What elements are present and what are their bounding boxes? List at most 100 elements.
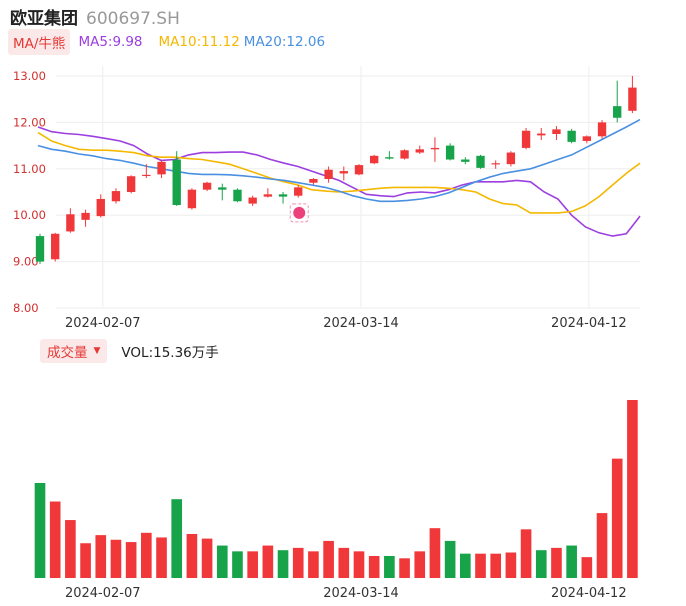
candle-body: [552, 129, 561, 134]
volume-bar: [277, 550, 289, 578]
volume-bar: [414, 551, 426, 578]
volume-bar: [535, 550, 547, 578]
candle-body: [537, 133, 546, 136]
volume-bar: [429, 528, 441, 578]
candle-body: [263, 194, 273, 197]
volume-bar: [110, 539, 122, 578]
candle-body: [613, 106, 622, 118]
volume-bar: [186, 533, 198, 578]
ma5-legend: MA5:9.98: [78, 34, 143, 50]
ma20-legend: MA20:12.06: [243, 34, 326, 50]
y-tick-label: 10.00: [13, 208, 46, 222]
candle-body: [248, 197, 257, 204]
candle-body: [567, 130, 576, 142]
volume-bar: [323, 540, 334, 578]
volume-bar: [292, 547, 304, 578]
ma-line-ma10: [37, 131, 641, 214]
candle-body: [187, 189, 197, 209]
candle-body: [339, 171, 348, 174]
candle-body: [309, 179, 318, 183]
candle-body: [157, 161, 166, 175]
volume-bar: [216, 545, 228, 578]
candle-body: [81, 212, 90, 220]
ma-type-selector[interactable]: MA/牛熊: [8, 29, 71, 55]
volume-bar: [627, 400, 638, 578]
volume-bar: [125, 542, 137, 578]
candle-body: [628, 87, 637, 111]
stock-code: 600697.SH: [86, 9, 180, 29]
candle-body: [521, 130, 531, 148]
candle-body: [385, 157, 394, 159]
ma-line-ma20: [37, 118, 641, 203]
candle-body: [142, 174, 151, 177]
candle-body: [491, 163, 500, 165]
candle-body: [202, 182, 212, 190]
volume-bar: [65, 520, 76, 578]
candle-body: [111, 191, 121, 202]
y-tick-label: 13.00: [13, 69, 46, 83]
volume-bar: [611, 458, 623, 578]
volume-bar: [262, 545, 274, 578]
volume-bar: [368, 555, 380, 578]
candle-body: [51, 233, 60, 260]
volume-x-tick-label: 2024-02-07: [65, 586, 141, 601]
volume-bar: [308, 551, 319, 578]
x-tick-label: 2024-03-14: [323, 316, 399, 331]
stock-name: 欧亚集团: [10, 9, 78, 29]
marker-frame: [289, 203, 309, 223]
volume-type-selector[interactable]: 成交量 ▼: [40, 339, 108, 363]
candle-body: [126, 176, 136, 192]
candle-body: [597, 122, 607, 137]
volume-bar: [49, 501, 61, 578]
y-tick-label: 9.00: [13, 255, 39, 269]
volume-bar: [384, 555, 395, 578]
volume-bar: [475, 553, 486, 578]
volume-bar: [141, 532, 152, 578]
stock-title: 欧亚集团 600697.SH: [10, 4, 180, 29]
candle-body: [506, 152, 516, 165]
candle-body: [218, 187, 227, 190]
candle-body: [324, 169, 333, 180]
volume-bar: [490, 553, 502, 578]
volume-bar: [95, 535, 107, 578]
candle-body: [172, 159, 181, 205]
volume-type-label: 成交量: [47, 345, 88, 361]
volume-bar: [338, 547, 350, 578]
candle-body: [582, 136, 592, 141]
volume-bar: [247, 551, 258, 578]
x-tick-label: 2024-04-12: [551, 316, 627, 331]
volume-bar: [551, 547, 562, 578]
volume-bar: [596, 513, 608, 578]
candle-body: [354, 165, 364, 175]
volume-bar: [520, 529, 532, 578]
ma-legend: MA/牛熊 MA5:9.98 MA10:11.12 MA20:12.06: [8, 29, 326, 55]
volume-legend: 成交量 ▼ VOL:15.36万手: [40, 339, 219, 363]
volume-bar: [171, 499, 183, 578]
candle-body: [415, 149, 424, 153]
volume-bar: [505, 552, 517, 578]
candle-body: [294, 187, 303, 196]
volume-value: VOL:15.36万手: [121, 345, 219, 361]
candle-body: [233, 189, 242, 202]
x-tick-label: 2024-02-07: [65, 316, 141, 331]
volume-bar: [399, 558, 410, 578]
candle-body: [370, 155, 379, 164]
candle-body: [476, 155, 485, 168]
candle-body: [430, 147, 440, 150]
volume-bar: [156, 537, 167, 578]
y-tick-label: 8.00: [13, 301, 39, 315]
marker-icon: [293, 206, 306, 219]
volume-bar: [444, 540, 456, 578]
volume-bar: [581, 557, 593, 578]
volume-x-tick-label: 2024-03-14: [323, 586, 399, 601]
volume-bar: [566, 545, 577, 578]
candle-body: [66, 214, 75, 232]
volume-x-tick-label: 2024-04-12: [551, 586, 627, 601]
y-tick-label: 11.00: [13, 162, 46, 176]
volume-bar: [34, 482, 46, 578]
caret-down-icon: ▼: [93, 346, 101, 356]
candle-body: [278, 194, 288, 197]
ma10-legend: MA10:11.12: [158, 34, 240, 50]
candle-body: [445, 145, 455, 160]
